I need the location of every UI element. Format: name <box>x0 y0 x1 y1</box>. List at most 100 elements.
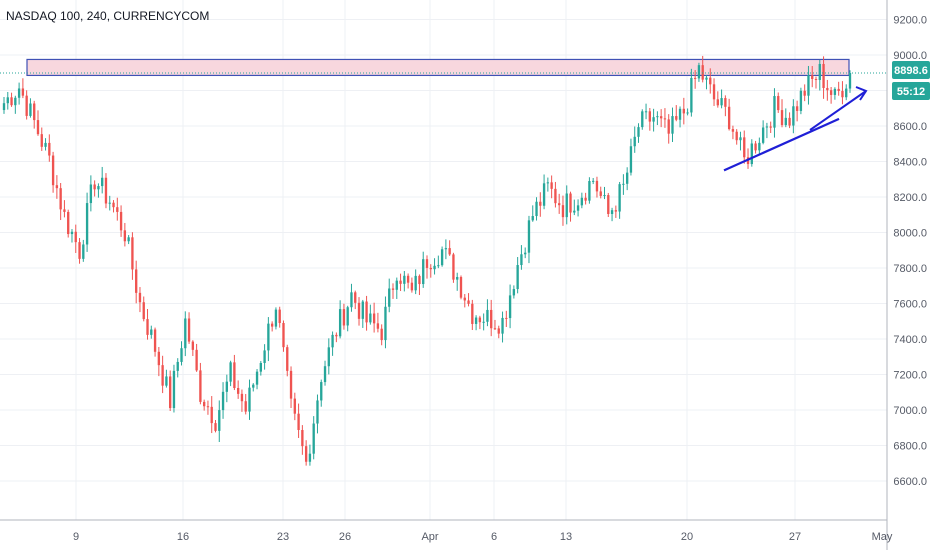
candle-body <box>777 96 780 111</box>
candle-body <box>848 73 852 89</box>
candle-body <box>101 177 104 187</box>
candle-body <box>93 184 96 190</box>
candle-body <box>637 127 640 137</box>
candle-body <box>270 323 274 327</box>
candle-body <box>697 65 701 79</box>
candle-body <box>138 292 142 303</box>
candle-body <box>157 351 161 366</box>
candle-body <box>44 142 47 147</box>
candle-body <box>59 188 62 210</box>
candle-body <box>610 210 614 214</box>
candle-body <box>221 391 225 411</box>
candle-body <box>539 201 542 206</box>
candle-body <box>595 180 599 192</box>
candle-body <box>199 370 202 402</box>
candle-body <box>784 117 787 126</box>
y-tick-label: 7200.0 <box>893 369 927 381</box>
candle-body <box>614 210 618 212</box>
candle-body <box>463 297 466 301</box>
candle-body <box>576 205 580 211</box>
candle-body <box>180 348 183 362</box>
candle-body <box>686 112 689 114</box>
candle-body <box>17 88 21 98</box>
grid-lines <box>0 0 887 520</box>
candle-body <box>135 269 138 293</box>
candle-body <box>331 334 334 348</box>
candle-body <box>327 347 330 367</box>
candle-body <box>191 341 195 350</box>
candle-body <box>169 376 172 409</box>
candle-body <box>573 210 576 213</box>
candle-body <box>376 323 380 329</box>
projection-arrow[interactable] <box>809 90 867 131</box>
candle-body <box>225 381 229 392</box>
candle-body <box>346 307 349 326</box>
candle-body <box>792 106 795 126</box>
candle-body <box>36 120 40 135</box>
candle-body <box>244 401 247 412</box>
candle-body <box>131 237 134 270</box>
candle-body <box>727 106 731 130</box>
candle-body <box>108 202 111 204</box>
candle-body <box>6 97 9 104</box>
y-tick-label: 9000.0 <box>893 50 927 62</box>
candle-body <box>112 202 115 208</box>
candle-body <box>165 376 168 386</box>
x-tick-label: Apr <box>421 531 438 543</box>
candle-body <box>361 301 364 319</box>
candle-body <box>826 87 829 91</box>
candle-body <box>214 423 217 431</box>
candle-body <box>520 254 523 266</box>
candle-body <box>85 203 89 245</box>
candle-body <box>89 184 93 204</box>
time-axis[interactable]: 9 16 23 26 Apr 6 13 20 27 May <box>73 531 893 543</box>
candle-body <box>40 134 43 147</box>
candle-body <box>641 111 644 128</box>
candle-body <box>693 77 697 79</box>
chart-title: NASDAQ 100, 240, CURRENCYCOM <box>6 9 209 23</box>
candle-body <box>33 103 36 121</box>
candle-body <box>74 231 77 243</box>
candle-body <box>369 313 372 323</box>
candle-body <box>467 300 470 304</box>
candle-body <box>588 181 591 201</box>
y-tick-label: 7400.0 <box>893 334 927 346</box>
candle-body <box>501 317 504 334</box>
support-trendline[interactable] <box>723 117 840 172</box>
candle-body <box>320 382 323 401</box>
candle-body <box>558 203 561 206</box>
candle-body <box>478 317 482 323</box>
candle-body <box>739 137 742 141</box>
x-tick-label: 26 <box>339 531 351 543</box>
candle-body <box>365 301 368 323</box>
candle-body <box>388 288 391 307</box>
candle-body <box>565 193 568 218</box>
candle-body <box>769 126 772 128</box>
candle-body <box>505 317 508 319</box>
candle-body <box>833 88 837 95</box>
y-tick-label: 8600.0 <box>893 121 927 133</box>
candle-body <box>724 98 727 107</box>
candle-body <box>569 193 572 213</box>
candle-body <box>391 288 395 290</box>
candle-body <box>304 446 308 462</box>
candle-body <box>425 259 429 268</box>
resistance-zone-rect[interactable] <box>26 58 850 77</box>
candle-body <box>845 88 848 98</box>
candle-body <box>312 423 315 454</box>
candle-body <box>150 329 153 335</box>
candle-body <box>716 99 719 106</box>
countdown-label: 55:12 <box>897 86 925 98</box>
candle-body <box>323 366 327 383</box>
candle-body <box>354 292 357 303</box>
candle-body <box>2 103 6 111</box>
last-price-badge <box>892 61 930 79</box>
candle-body <box>422 259 425 285</box>
candle-body <box>263 350 266 364</box>
candle-body <box>829 90 833 95</box>
candle-body <box>743 137 746 158</box>
y-tick-label: 8400.0 <box>893 157 927 169</box>
candle-body <box>709 77 712 85</box>
